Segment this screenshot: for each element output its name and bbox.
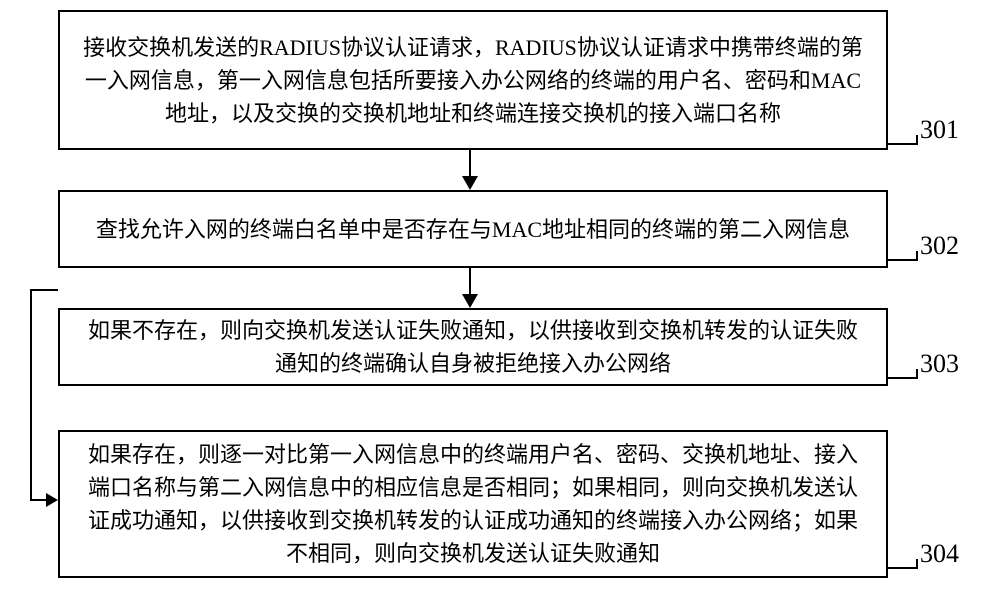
step-303-box: 如果不存在，则向交换机发送认证失败通知，以供接收到交换机转发的认证失败通知的终端… <box>58 308 888 386</box>
step-302-box: 查找允许入网的终端白名单中是否存在与MAC地址相同的终端的第二入网信息 <box>58 190 888 268</box>
leader-301-v <box>916 135 918 145</box>
leader-303 <box>888 377 918 379</box>
label-303: 303 <box>920 349 959 379</box>
step-303-text: 如果不存在，则向交换机发送认证失败通知，以供接收到交换机转发的认证失败通知的终端… <box>80 314 866 380</box>
step-301-box: 接收交换机发送的RADIUS协议认证请求，RADIUS协议认证请求中携带终端的第… <box>58 10 888 150</box>
step-301-text: 接收交换机发送的RADIUS协议认证请求，RADIUS协议认证请求中携带终端的第… <box>80 31 866 130</box>
leader-304 <box>888 567 918 569</box>
step-304-text: 如果存在，则逐一对比第一入网信息中的终端用户名、密码、交换机地址、接入端口名称与… <box>80 438 866 570</box>
label-302: 302 <box>920 231 959 261</box>
leader-302 <box>888 259 918 261</box>
step-302-text: 查找允许入网的终端白名单中是否存在与MAC地址相同的终端的第二入网信息 <box>96 213 850 246</box>
label-304: 304 <box>920 539 959 569</box>
flowchart-canvas: 接收交换机发送的RADIUS协议认证请求，RADIUS协议认证请求中携带终端的第… <box>0 0 1000 602</box>
leader-303-v <box>916 369 918 379</box>
label-301: 301 <box>920 115 959 145</box>
leader-304-v <box>916 559 918 569</box>
leader-302-v <box>916 251 918 261</box>
step-304-box: 如果存在，则逐一对比第一入网信息中的终端用户名、密码、交换机地址、接入端口名称与… <box>58 430 888 578</box>
leader-301 <box>888 143 918 145</box>
